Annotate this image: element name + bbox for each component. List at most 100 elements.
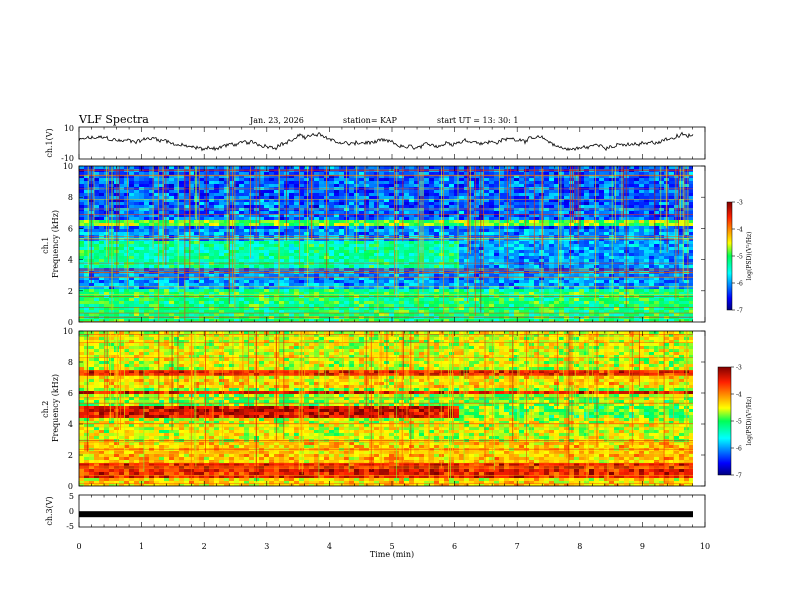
spectrogram-cell [509,175,514,178]
spectrogram-cell [299,277,304,280]
spectrogram-cell [119,244,124,247]
spectrogram-cell [219,268,224,271]
spectrogram-cell [194,310,199,313]
spectrogram-cell [404,250,409,253]
spectrogram-cell [389,190,394,193]
spectrogram-cell [259,211,264,214]
spectrogram-cell [509,304,514,307]
spectrogram-cell [424,190,429,193]
spectrogram-cell [174,256,179,259]
spectrogram-cell [494,301,499,304]
spectrogram-cell [224,184,229,187]
spectrogram-cell [544,277,549,280]
spectrogram-cell [369,250,374,253]
spectrogram-cell [509,244,514,247]
spectrogram-cell [454,250,459,253]
spectrogram-cell [399,301,404,304]
spectrogram-cell [314,286,319,289]
spectrogram-cell [519,265,524,268]
spectrogram-cell [189,175,194,178]
spectrogram-cell [179,319,184,322]
spectrogram-cell [419,217,424,220]
spectrogram-cell [299,265,304,268]
spectrogram-cell [84,202,89,205]
spectrogram-cell [354,259,359,262]
spectrogram-cell [159,265,164,268]
spectrogram-cell [214,220,219,223]
spectrogram-cell [519,304,524,307]
spectrogram-cell [499,187,504,190]
spectrogram-cell [224,199,229,202]
spectrogram-cell [104,313,109,316]
spectrogram-cell [279,247,284,250]
spectrogram-cell [179,313,184,316]
spectrogram-cell [234,298,239,301]
spectrogram-cell [99,259,104,262]
spectrogram-cell [364,226,369,229]
spectrogram-cell [404,298,409,301]
spectrogram-cell [409,247,414,250]
spectrogram-cell [184,211,189,214]
spectrogram-cell [84,286,89,289]
spectrogram-cell [374,217,379,220]
spectrogram-cell [239,304,244,307]
spectrogram-cell [419,256,424,259]
spectrogram-cell [519,220,524,223]
spectrogram-cell [419,232,424,235]
spectrogram-cell [304,268,309,271]
spectrogram-cell [464,283,469,286]
spectrogram-cell [504,310,509,313]
spectrogram-cell [344,265,349,268]
spectrogram-cell [489,220,494,223]
spectrogram-cell [464,277,469,280]
spectrogram-cell [349,223,354,226]
spectrogram-cell [379,208,384,211]
spectrogram-cell [144,298,149,301]
spectrogram-cell [159,220,164,223]
spectrogram-cell [334,259,339,262]
spectrogram-cell [404,280,409,283]
spectrogram-cell [214,250,219,253]
spectrogram-cell [454,229,459,232]
spectrogram-cell [414,208,419,211]
spectrogram-cell [484,250,489,253]
spectrogram-cell [299,244,304,247]
spectrogram-cell [504,241,509,244]
spectrogram-cell [529,199,534,202]
spectrogram-cell [79,190,84,193]
spectrogram-cell [499,199,504,202]
spectrogram-cell [214,265,219,268]
spectrogram-cell [129,262,134,265]
spectrogram-cell [144,241,149,244]
spectrogram-cell [474,313,479,316]
spectrogram-cell [94,187,99,190]
spectrogram-cell [144,229,149,232]
spectrogram-cell [79,193,84,196]
spectrogram-cell [489,226,494,229]
spectrogram-cell [524,205,529,208]
spectrogram-cell [134,205,139,208]
spectrogram-cell [274,310,279,313]
spectrogram-cell [234,241,239,244]
spectrogram-cell [189,220,194,223]
spectrogram-cell [524,310,529,313]
spectrogram-cell [119,205,124,208]
spectrogram-cell [364,307,369,310]
spectrogram-cell [404,205,409,208]
spectrogram-cell [469,253,474,256]
spectrogram-cell [279,166,284,169]
spectrogram-cell [374,280,379,283]
ch1-waveform-ylabel: ch.1(V) [45,128,54,157]
spectrogram-cell [114,310,119,313]
spectrogram-cell [519,175,524,178]
spectrogram-cell [189,199,194,202]
spectrogram-cell [214,283,219,286]
spectrogram-cell [119,220,124,223]
spectrogram-cell [369,247,374,250]
spectrogram-cell [339,250,344,253]
spectrogram-cell [264,310,269,313]
spectrogram-cell [229,301,234,304]
spectrogram-cell [419,226,424,229]
spectrogram-cell [134,277,139,280]
spectrogram-cell [339,310,344,313]
